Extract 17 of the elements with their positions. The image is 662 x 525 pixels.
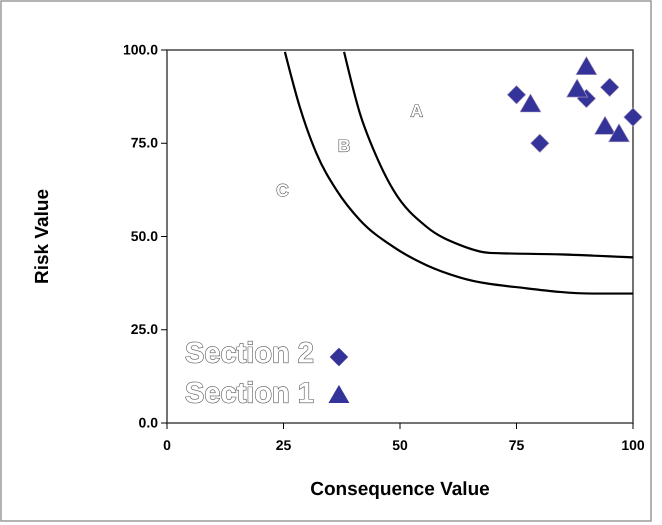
x-tick-label: 25 — [276, 437, 292, 454]
x-tick-label: 50 — [392, 437, 408, 454]
x-tick-label: 0 — [163, 437, 172, 454]
x-axis-title: Consequence Value — [310, 479, 490, 500]
y-axis-title: Risk Value — [32, 188, 53, 284]
y-tick-label: 0.0 — [138, 414, 158, 430]
y-tick-label: 25.0 — [130, 321, 158, 338]
y-tick-label: 50.0 — [130, 228, 158, 244]
annotation: C — [276, 181, 289, 200]
legend-label: Section 2 — [185, 338, 314, 370]
annotation: B — [338, 136, 350, 156]
legend-label: Section 1 — [185, 378, 314, 410]
x-tick-label: 100 — [621, 437, 645, 454]
y-tick-label: 75.0 — [130, 134, 158, 151]
y-tick-label: 100.0 — [122, 41, 158, 58]
annotation: A — [410, 101, 423, 120]
x-tick-label: 75 — [508, 437, 524, 454]
